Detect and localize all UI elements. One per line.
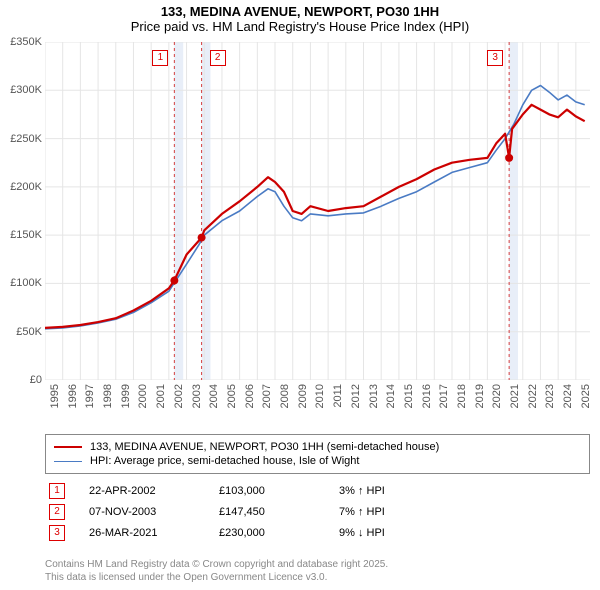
- x-tick-label: 2016: [421, 384, 433, 424]
- y-tick-label: £0: [0, 374, 42, 386]
- marker-row-2: 2 07-NOV-2003 £147,450 7% ↑ HPI: [45, 504, 459, 520]
- marker-date-3: 26-MAR-2021: [89, 527, 219, 539]
- x-tick-label: 2024: [562, 384, 574, 424]
- x-tick-label: 2012: [350, 384, 362, 424]
- chart-plot-area: 1 2 3: [45, 42, 590, 380]
- marker-price-1: £103,000: [219, 485, 339, 497]
- x-tick-label: 2005: [226, 384, 238, 424]
- x-tick-label: 1995: [49, 384, 61, 424]
- chart-marker-badge-1: 1: [152, 50, 168, 66]
- x-tick-label: 2017: [438, 384, 450, 424]
- x-tick-label: 2008: [279, 384, 291, 424]
- marker-price-3: £230,000: [219, 527, 339, 539]
- marker-badge-3: 3: [49, 525, 65, 541]
- x-tick-label: 1999: [120, 384, 132, 424]
- x-tick-label: 2011: [332, 384, 344, 424]
- chart-container: 133, MEDINA AVENUE, NEWPORT, PO30 1HH Pr…: [0, 0, 600, 590]
- x-tick-label: 2020: [491, 384, 503, 424]
- chart-title-line1: 133, MEDINA AVENUE, NEWPORT, PO30 1HH: [0, 4, 600, 19]
- x-tick-label: 2025: [580, 384, 592, 424]
- legend-box: 133, MEDINA AVENUE, NEWPORT, PO30 1HH (s…: [45, 434, 590, 474]
- x-tick-label: 2002: [173, 384, 185, 424]
- legend-item-series2: HPI: Average price, semi-detached house,…: [54, 455, 581, 467]
- x-tick-label: 1997: [84, 384, 96, 424]
- x-tick-label: 2023: [544, 384, 556, 424]
- marker-row-3: 3 26-MAR-2021 £230,000 9% ↓ HPI: [45, 525, 459, 541]
- y-tick-label: £250K: [0, 133, 42, 145]
- legend-swatch-2: [54, 461, 82, 462]
- x-tick-label: 1996: [67, 384, 79, 424]
- x-tick-label: 2015: [403, 384, 415, 424]
- legend-item-series1: 133, MEDINA AVENUE, NEWPORT, PO30 1HH (s…: [54, 441, 581, 453]
- marker-pct-1: 3% ↑ HPI: [339, 485, 459, 497]
- x-tick-label: 2006: [244, 384, 256, 424]
- legend-label-1: 133, MEDINA AVENUE, NEWPORT, PO30 1HH (s…: [90, 441, 439, 453]
- marker-price-2: £147,450: [219, 506, 339, 518]
- marker-badge-1: 1: [49, 483, 65, 499]
- x-tick-label: 2010: [314, 384, 326, 424]
- y-tick-label: £300K: [0, 84, 42, 96]
- footer-line2: This data is licensed under the Open Gov…: [45, 571, 388, 584]
- y-tick-label: £200K: [0, 181, 42, 193]
- x-tick-label: 2001: [155, 384, 167, 424]
- x-tick-label: 2009: [297, 384, 309, 424]
- y-tick-label: £100K: [0, 277, 42, 289]
- chart-svg: [45, 42, 590, 380]
- marker-row-1: 1 22-APR-2002 £103,000 3% ↑ HPI: [45, 483, 459, 499]
- marker-date-2: 07-NOV-2003: [89, 506, 219, 518]
- marker-pct-3: 9% ↓ HPI: [339, 527, 459, 539]
- x-tick-label: 2000: [137, 384, 149, 424]
- chart-marker-badge-2: 2: [210, 50, 226, 66]
- x-tick-label: 2003: [191, 384, 203, 424]
- y-tick-label: £350K: [0, 36, 42, 48]
- footer-line1: Contains HM Land Registry data © Crown c…: [45, 558, 388, 571]
- x-tick-label: 2021: [509, 384, 521, 424]
- x-tick-label: 1998: [102, 384, 114, 424]
- x-tick-label: 2004: [208, 384, 220, 424]
- y-tick-label: £150K: [0, 229, 42, 241]
- legend-swatch-1: [54, 446, 82, 448]
- marker-pct-2: 7% ↑ HPI: [339, 506, 459, 518]
- y-tick-label: £50K: [0, 326, 42, 338]
- x-tick-label: 2022: [527, 384, 539, 424]
- x-tick-label: 2007: [261, 384, 273, 424]
- marker-date-1: 22-APR-2002: [89, 485, 219, 497]
- legend-label-2: HPI: Average price, semi-detached house,…: [90, 455, 359, 467]
- chart-title-line2: Price paid vs. HM Land Registry's House …: [0, 19, 600, 34]
- x-tick-label: 2014: [385, 384, 397, 424]
- x-tick-label: 2019: [474, 384, 486, 424]
- x-tick-label: 2013: [368, 384, 380, 424]
- chart-marker-badge-3: 3: [487, 50, 503, 66]
- marker-badge-2: 2: [49, 504, 65, 520]
- footer: Contains HM Land Registry data © Crown c…: [45, 558, 388, 584]
- chart-title-block: 133, MEDINA AVENUE, NEWPORT, PO30 1HH Pr…: [0, 0, 600, 34]
- marker-table: 1 22-APR-2002 £103,000 3% ↑ HPI 2 07-NOV…: [45, 478, 459, 546]
- x-tick-label: 2018: [456, 384, 468, 424]
